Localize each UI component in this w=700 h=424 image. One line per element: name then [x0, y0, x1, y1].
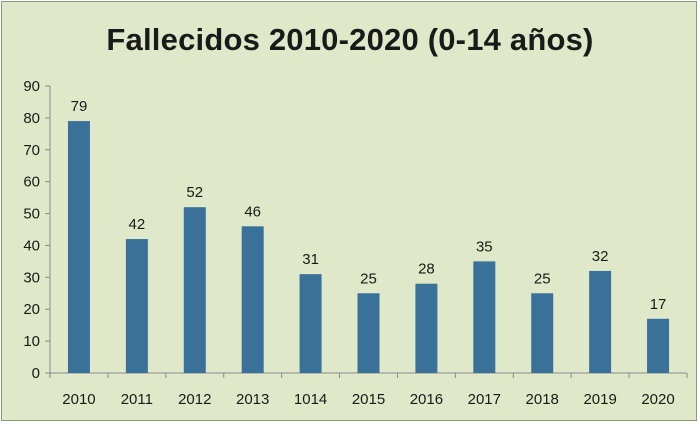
bar-2015	[357, 293, 380, 373]
y-tick-label: 10	[23, 333, 40, 350]
bar-2016	[415, 283, 438, 373]
x-tick-label: 2016	[410, 391, 443, 408]
bar-2020	[647, 318, 670, 373]
data-label-2010: 79	[71, 98, 88, 115]
x-tick-label: 2018	[526, 391, 559, 408]
x-tick-label: 2012	[178, 391, 211, 408]
data-label-2013: 46	[244, 203, 261, 220]
bar-2019	[589, 270, 612, 373]
x-tick-label: 1014	[294, 391, 327, 408]
y-tick-label: 80	[23, 110, 40, 127]
y-tick-label: 0	[32, 365, 40, 382]
y-tick-label: 30	[23, 269, 40, 286]
x-tick-label: 2013	[236, 391, 269, 408]
bar-2012	[183, 207, 206, 373]
data-label-2016: 28	[418, 261, 435, 278]
data-label-2011: 42	[129, 216, 146, 233]
y-axis: 0 10 20 30 40 50 60 70 80 90	[23, 78, 50, 382]
x-tick-label: 2010	[62, 391, 95, 408]
x-tick-label: 2011	[121, 391, 153, 408]
data-label-1014: 31	[302, 251, 319, 268]
bar-2018	[531, 293, 554, 373]
x-tick-label: 2015	[352, 391, 385, 408]
x-axis: 2010 2011 2012 2013 1014 2015 2016 2017 2018 2019…	[49, 373, 688, 408]
y-tick-label: 60	[23, 174, 40, 191]
data-label-2019: 32	[592, 248, 609, 265]
bar-2017	[473, 261, 496, 373]
y-tick-label: 20	[23, 301, 40, 318]
x-tick-label: 2019	[583, 391, 616, 408]
data-labels: 79 42 52 46 31 25 28 35 25 32 17	[71, 98, 667, 313]
bar-1014	[299, 274, 322, 373]
data-label-2018: 25	[534, 270, 551, 287]
bar-2010	[67, 121, 90, 373]
data-label-2015: 25	[360, 270, 377, 287]
bar-2011	[125, 239, 148, 373]
x-tick-label: 2020	[641, 391, 674, 408]
data-label-2017: 35	[476, 238, 493, 255]
y-tick-label: 40	[23, 237, 40, 254]
x-tick-label: 2017	[468, 391, 501, 408]
data-label-2012: 52	[186, 184, 203, 201]
y-tick-label: 90	[23, 78, 40, 95]
y-tick-label: 50	[23, 206, 40, 223]
data-label-2020: 17	[650, 296, 667, 313]
bar-2013	[241, 226, 264, 373]
bar-series	[67, 121, 670, 373]
chart-title: Fallecidos 2010-2020 (0-14 años)	[106, 22, 594, 57]
y-tick-label: 70	[23, 142, 40, 159]
